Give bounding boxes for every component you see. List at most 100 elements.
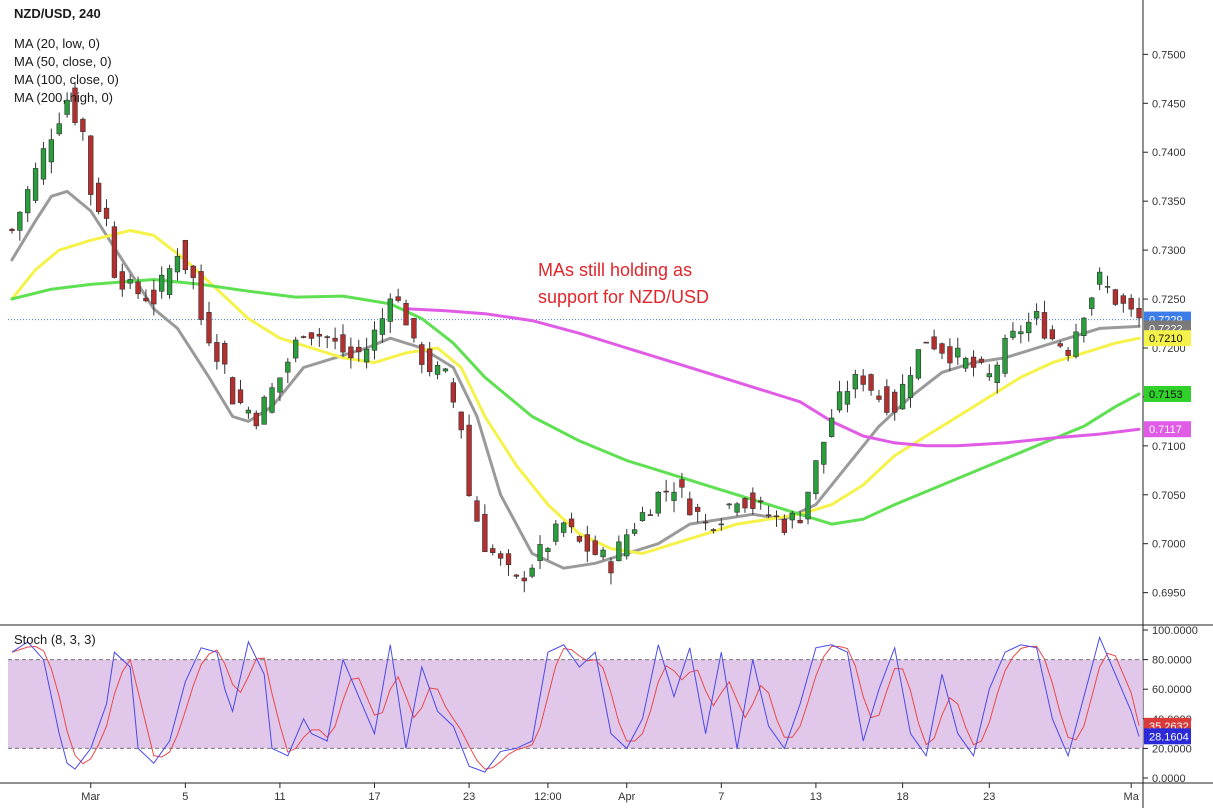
candle-14 bbox=[119, 263, 125, 297]
candle-128 bbox=[1018, 325, 1024, 344]
candle-95 bbox=[758, 496, 764, 510]
candle-124 bbox=[986, 364, 992, 381]
candle-113 bbox=[899, 374, 906, 411]
candle-19 bbox=[159, 266, 165, 299]
stoch-k-badge-label: 28.1604 bbox=[1149, 731, 1189, 743]
stoch-tick-label: 60.0000 bbox=[1152, 684, 1192, 696]
candle-body bbox=[434, 365, 441, 375]
candle-87 bbox=[695, 503, 701, 523]
price-badge-bg bbox=[1144, 385, 1191, 402]
candle-body bbox=[1112, 289, 1119, 305]
candle-body bbox=[442, 368, 449, 372]
candle-body bbox=[324, 336, 330, 338]
candle-body bbox=[103, 207, 110, 219]
candle-76 bbox=[608, 557, 614, 585]
stoch-tick-label: 20.0000 bbox=[1152, 743, 1192, 755]
candle-63 bbox=[505, 549, 512, 576]
candle-136 bbox=[1081, 316, 1087, 343]
candle-132 bbox=[1049, 325, 1056, 341]
candle-77 bbox=[616, 535, 622, 562]
time-tick-label: 17 bbox=[368, 791, 380, 803]
candle-body bbox=[561, 522, 567, 533]
candle-86 bbox=[687, 491, 693, 516]
candle-body bbox=[655, 491, 661, 514]
candle-12 bbox=[103, 199, 110, 227]
candle-108 bbox=[860, 369, 866, 392]
candle-body bbox=[206, 311, 212, 344]
candle-body bbox=[907, 375, 914, 398]
price-tick-label: 0.7500 bbox=[1152, 49, 1186, 61]
candle-49 bbox=[395, 288, 401, 303]
candle-body bbox=[962, 357, 969, 369]
candle-body bbox=[174, 255, 181, 273]
candle-120 bbox=[955, 337, 961, 365]
candle-body bbox=[955, 347, 961, 358]
candle-137 bbox=[1089, 296, 1095, 316]
candle-body bbox=[222, 342, 228, 365]
candle-45 bbox=[363, 337, 370, 369]
candle-body bbox=[229, 377, 236, 405]
annotation-line-1: MAs still holding as bbox=[538, 260, 692, 280]
candle-body bbox=[395, 296, 401, 301]
candle-58 bbox=[466, 414, 472, 497]
candle-body bbox=[750, 492, 756, 509]
candle-17 bbox=[143, 289, 149, 303]
candle-13 bbox=[111, 221, 118, 279]
candle-body bbox=[159, 274, 165, 292]
candle-body bbox=[1049, 329, 1056, 340]
candle-body bbox=[1065, 349, 1071, 356]
price-tick-label: 0.7000 bbox=[1152, 539, 1186, 551]
candle-body bbox=[892, 391, 898, 413]
candle-body bbox=[64, 99, 70, 115]
candle-135 bbox=[1073, 323, 1079, 359]
candle-body bbox=[828, 417, 835, 437]
candle-99 bbox=[789, 510, 795, 529]
candle-body bbox=[198, 271, 204, 320]
candle-143 bbox=[1136, 297, 1142, 327]
candle-31 bbox=[253, 410, 259, 430]
candle-110 bbox=[876, 389, 882, 403]
candle-body bbox=[308, 332, 315, 339]
candle-body bbox=[639, 512, 646, 521]
candle-32 bbox=[261, 395, 267, 425]
candle-16 bbox=[135, 276, 141, 299]
candle-body bbox=[387, 298, 393, 322]
candle-53 bbox=[427, 341, 433, 377]
candle-22 bbox=[182, 239, 189, 275]
time-tick-label: 12:00 bbox=[534, 791, 562, 803]
candle-body bbox=[1018, 331, 1024, 335]
candle-33 bbox=[269, 382, 275, 414]
candle-36 bbox=[293, 336, 299, 363]
candle-body bbox=[852, 374, 858, 390]
candle-98 bbox=[781, 514, 788, 536]
candle-39 bbox=[316, 327, 323, 347]
candle-44 bbox=[356, 339, 362, 362]
candle-28 bbox=[229, 376, 236, 405]
candle-body bbox=[702, 521, 709, 524]
candle-body bbox=[521, 577, 527, 582]
candle-141 bbox=[1120, 293, 1126, 313]
candle-body bbox=[25, 189, 31, 214]
candle-body bbox=[490, 548, 496, 553]
candle-body bbox=[844, 391, 851, 405]
candle-54 bbox=[434, 361, 441, 380]
candle-67 bbox=[537, 535, 543, 570]
candle-body bbox=[868, 374, 874, 391]
time-tick-label: Ma bbox=[1124, 791, 1140, 803]
candle-body bbox=[40, 148, 47, 180]
time-tick-label: Apr bbox=[618, 791, 635, 803]
price-badge-3: 0.7153 bbox=[1144, 385, 1191, 402]
candle-96 bbox=[765, 505, 772, 519]
time-tick-label: 5 bbox=[182, 791, 188, 803]
candle-97 bbox=[773, 510, 780, 527]
candle-3 bbox=[32, 162, 39, 204]
candle-37 bbox=[300, 335, 307, 339]
candle-112 bbox=[892, 389, 898, 421]
candle-100 bbox=[797, 511, 803, 524]
candle-body bbox=[111, 226, 118, 278]
moving-averages bbox=[10, 189, 1141, 570]
candle-11 bbox=[95, 177, 102, 215]
candle-body bbox=[237, 389, 244, 403]
price-badge-bg bbox=[1144, 330, 1191, 347]
candle-body bbox=[1081, 317, 1087, 336]
